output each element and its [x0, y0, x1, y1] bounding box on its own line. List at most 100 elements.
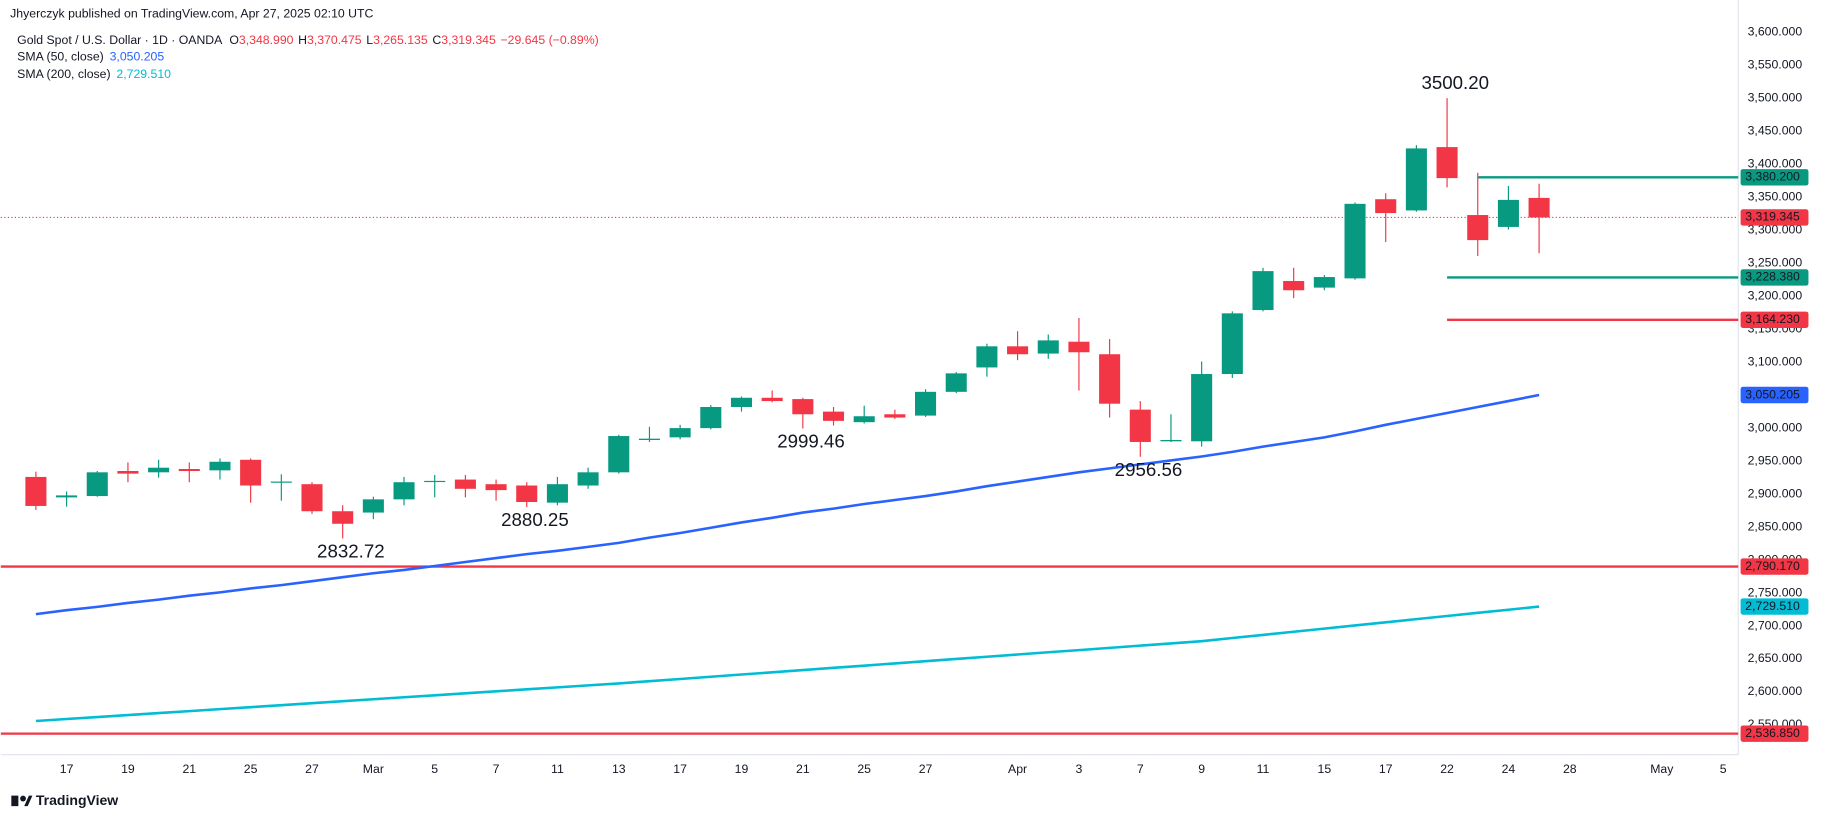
candle-body: [884, 414, 906, 418]
price-label: 2,536.850: [1745, 726, 1800, 740]
x-tick-label: 11: [1257, 762, 1270, 776]
sma-line: [35, 605, 1540, 723]
x-tick-label: 7: [493, 762, 500, 776]
candle-body: [1099, 354, 1121, 404]
logo-part: [24, 795, 33, 807]
candle-body: [1528, 197, 1550, 218]
candle-body: [945, 373, 967, 392]
candle-body: [424, 480, 446, 483]
y-tick-label: 3,450.000: [1748, 124, 1803, 138]
logo-part: [11, 795, 19, 807]
legend-series: SMA (50, close) 3,050.205: [17, 50, 164, 64]
candle-body: [638, 438, 660, 440]
x-tick-label: 25: [244, 762, 258, 776]
price-label-box: [1740, 311, 1809, 328]
candle-body: [761, 397, 783, 402]
candle-body: [148, 467, 170, 473]
candle-body: [1068, 341, 1090, 353]
legend-value: 3,265.135: [373, 33, 428, 47]
candle-body: [1252, 271, 1274, 311]
candle-body: [86, 472, 108, 497]
x-tick-label: 27: [305, 762, 319, 776]
y-tick-label: 2,650.000: [1748, 651, 1803, 665]
price-label-box: [1740, 209, 1809, 226]
y-tick-label: 3,350.000: [1748, 189, 1803, 203]
candle-body: [1313, 277, 1335, 288]
price-label-box: [1740, 169, 1809, 186]
legend-value: 3,370.475: [307, 33, 362, 47]
candle-body: [608, 436, 630, 473]
price-label: 3,050.205: [1745, 387, 1800, 401]
candle-body: [792, 399, 814, 415]
x-tick-label: 5: [431, 762, 438, 776]
candle-body: [822, 411, 845, 421]
x-tick-label: 22: [1440, 762, 1454, 776]
x-tick-label: Mar: [363, 762, 384, 776]
candle-body: [454, 479, 476, 489]
price-label: 2,790.170: [1745, 559, 1800, 573]
y-tick-label: 3,600.000: [1748, 25, 1803, 39]
legend-series-value: 3,050.205: [110, 50, 165, 64]
candle-body: [1467, 215, 1489, 241]
candle-body: [915, 391, 937, 416]
price-label: 2,729.510: [1745, 599, 1800, 613]
candle-body: [1160, 439, 1182, 442]
x-tick-label: 17: [1379, 762, 1393, 776]
candle-body: [1375, 199, 1397, 214]
legend: Gold Spot / U.S. Dollar · 1D · OANDA O3,3…: [17, 33, 599, 47]
candle-body: [1221, 313, 1243, 375]
candle-body: [362, 499, 384, 513]
price-label-box: [1740, 386, 1809, 404]
candle-body: [1283, 281, 1305, 291]
legend-key: L: [366, 33, 373, 47]
candle-body: [1405, 148, 1427, 211]
legend-value: 3,348.990: [239, 33, 294, 47]
price-annotation: 3500.20: [1421, 72, 1489, 93]
candle-body: [332, 511, 354, 524]
y-tick-label: 3,000.000: [1748, 420, 1803, 434]
candle-body: [1007, 346, 1029, 355]
x-tick-label: 24: [1502, 762, 1516, 776]
legend-key: H: [298, 33, 307, 47]
price-label: 3,228.380: [1745, 270, 1800, 284]
legend-series-value: 2,729.510: [116, 67, 171, 81]
candle-body: [209, 461, 231, 471]
legend-series: SMA (200, close) 2,729.510: [17, 67, 171, 81]
legend-key: C: [432, 33, 441, 47]
price-label: 3,164.230: [1745, 312, 1800, 326]
y-tick-label: 3,200.000: [1748, 288, 1803, 302]
y-tick-label: 3,250.000: [1748, 255, 1803, 269]
candle-body: [730, 397, 753, 408]
x-tick-label: 19: [735, 762, 749, 776]
x-tick-label: 13: [612, 762, 626, 776]
x-tick-label: 5: [1720, 762, 1727, 776]
legend-change: −29.645 (−0.89%): [501, 33, 599, 47]
y-tick-label: 3,100.000: [1748, 354, 1803, 368]
price-label-box: [1740, 269, 1809, 286]
y-tick-label: 2,900.000: [1748, 486, 1803, 500]
logo-part: [20, 795, 26, 802]
legend-key: O: [229, 33, 239, 47]
price-label-box: [1740, 558, 1809, 575]
candle-body: [1344, 203, 1366, 279]
price-label-box: [1740, 725, 1809, 742]
x-tick-label: 19: [121, 762, 135, 776]
candle-body: [1037, 340, 1059, 354]
footer: TradingView: [11, 792, 118, 808]
candle-body: [700, 407, 722, 429]
candle-body: [669, 428, 691, 438]
candle-body: [1497, 199, 1519, 227]
x-tick-label: 21: [796, 762, 810, 776]
price-label-box: [1740, 598, 1809, 615]
candle-body: [1436, 147, 1458, 179]
candle-body: [853, 416, 875, 423]
x-tick-label: May: [1650, 762, 1674, 776]
candle-body: [1129, 409, 1151, 442]
x-tick-label: 17: [673, 762, 687, 776]
y-tick-label: 2,850.000: [1748, 519, 1803, 533]
candle-body: [546, 484, 568, 503]
candle-body: [240, 459, 262, 486]
x-tick-label: 27: [919, 762, 933, 776]
